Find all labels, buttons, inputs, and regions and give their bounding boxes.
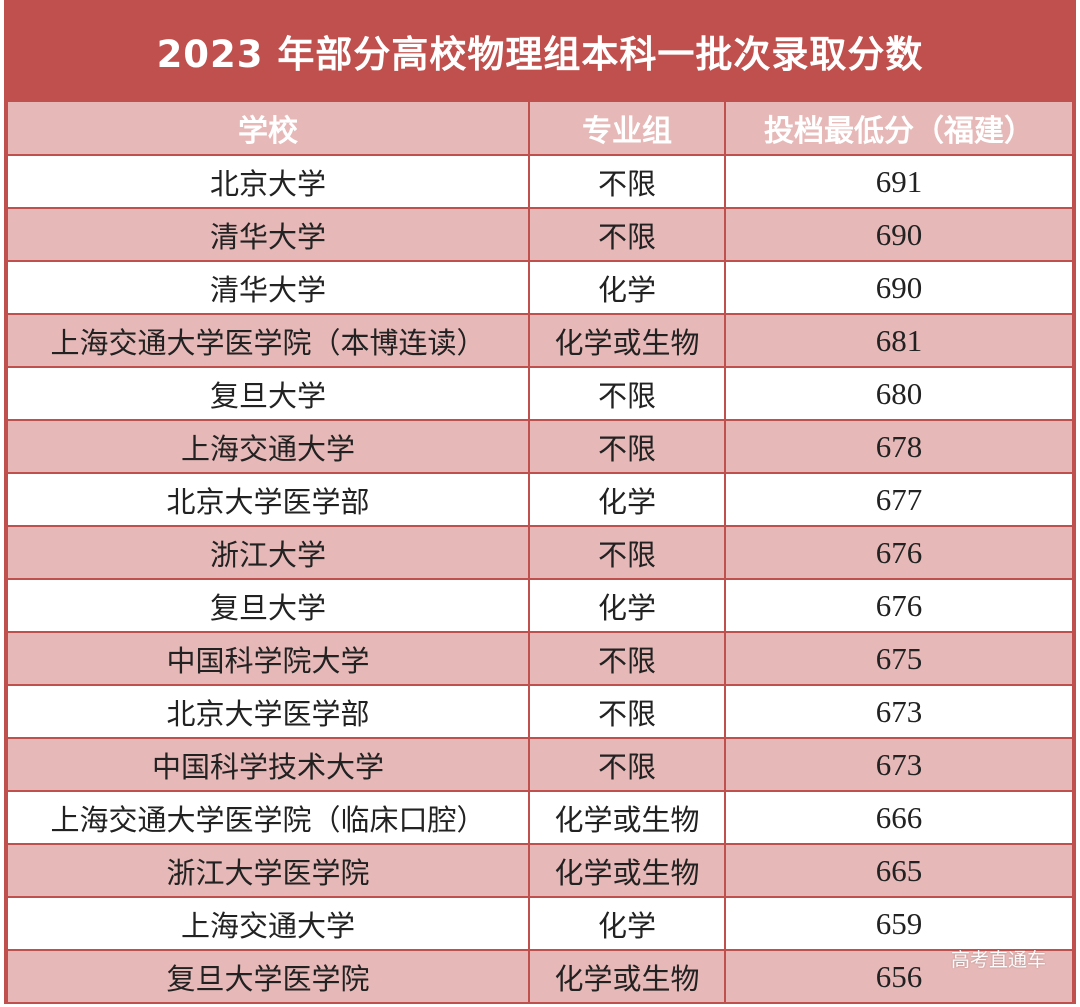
cell-school: 浙江大学医学院	[6, 843, 530, 898]
cell-min-score: 676	[724, 578, 1074, 633]
watermark: 高考直通车	[950, 949, 1046, 971]
cell-major-group: 化学或生物	[528, 313, 726, 368]
cell-school: 清华大学	[6, 207, 530, 262]
cell-min-score: 690	[724, 260, 1074, 315]
cell-min-score: 673	[724, 737, 1074, 792]
table-row: 清华大学 化学 690	[6, 260, 1074, 315]
table-row: 浙江大学 不限 676	[6, 525, 1074, 580]
cell-min-score: 691	[724, 154, 1074, 209]
table-row: 中国科学技术大学 不限 673	[6, 737, 1074, 792]
cell-school: 复旦大学	[6, 578, 530, 633]
table-row: 清华大学 不限 690	[6, 207, 1074, 262]
cell-school: 清华大学	[6, 260, 530, 315]
table-row: 复旦大学 不限 680	[6, 366, 1074, 421]
cell-major-group: 化学	[528, 578, 726, 633]
table-row: 上海交通大学 不限 678	[6, 419, 1074, 474]
header-major-group: 专业组	[528, 100, 726, 156]
cell-min-score: 666	[724, 790, 1074, 845]
cell-school: 中国科学技术大学	[6, 737, 530, 792]
cell-major-group: 化学或生物	[528, 843, 726, 898]
table-row: 中国科学院大学 不限 675	[6, 631, 1074, 686]
cell-min-score: 659	[724, 896, 1074, 951]
cell-major-group: 化学或生物	[528, 790, 726, 845]
cell-major-group: 不限	[528, 737, 726, 792]
cell-school: 北京大学	[6, 154, 530, 209]
cell-min-score: 676	[724, 525, 1074, 580]
cell-min-score: 677	[724, 472, 1074, 527]
table-row: 上海交通大学医学院（本博连读） 化学或生物 681	[6, 313, 1074, 368]
cell-min-score: 675	[724, 631, 1074, 686]
cell-major-group: 化学	[528, 472, 726, 527]
cell-min-score: 673	[724, 684, 1074, 739]
cell-min-score: 665	[724, 843, 1074, 898]
table-row: 浙江大学医学院 化学或生物 665	[6, 843, 1074, 898]
cell-school: 上海交通大学	[6, 896, 530, 951]
header-school: 学校	[6, 100, 530, 156]
cell-school: 上海交通大学	[6, 419, 530, 474]
title-bar: 2023 年部分高校物理组本科一批次录取分数	[6, 2, 1074, 100]
table-row: 复旦大学 化学 676	[6, 578, 1074, 633]
cell-school: 复旦大学医学院	[6, 949, 530, 1004]
table-row: 上海交通大学医学院（临床口腔） 化学或生物 666	[6, 790, 1074, 845]
table-row: 北京大学医学部 不限 673	[6, 684, 1074, 739]
cell-major-group: 不限	[528, 631, 726, 686]
cell-school: 中国科学院大学	[6, 631, 530, 686]
cell-min-score: 678	[724, 419, 1074, 474]
cell-school: 上海交通大学医学院（本博连读）	[6, 313, 530, 368]
cell-major-group: 化学或生物	[528, 949, 726, 1004]
cell-major-group: 不限	[528, 684, 726, 739]
cell-min-score: 680	[724, 366, 1074, 421]
header-row: 学校 专业组 投档最低分（福建）	[6, 100, 1074, 156]
cell-school: 浙江大学	[6, 525, 530, 580]
table-row: 复旦大学医学院 化学或生物 656	[6, 949, 1074, 1004]
table-row: 上海交通大学 化学 659	[6, 896, 1074, 951]
cell-min-score: 690	[724, 207, 1074, 262]
cell-min-score: 681	[724, 313, 1074, 368]
cell-school: 上海交通大学医学院（临床口腔）	[6, 790, 530, 845]
table-row: 北京大学 不限 691	[6, 154, 1074, 209]
table-title: 2023 年部分高校物理组本科一批次录取分数	[156, 33, 924, 76]
cell-school: 复旦大学	[6, 366, 530, 421]
admission-score-table: 学校 专业组 投档最低分（福建） 北京大学 不限 691 清华大学 不限 690 清华大学化…	[6, 100, 1074, 1004]
cell-school: 北京大学医学部	[6, 472, 530, 527]
cell-major-group: 化学	[528, 260, 726, 315]
cell-min-score: 656	[724, 949, 1074, 1004]
cell-major-group: 化学	[528, 896, 726, 951]
table-body: 北京大学 不限 691 清华大学 不限 690 清华大学 化学 690 上海交通大学医学院（本博连…	[6, 154, 1074, 1004]
cell-major-group: 不限	[528, 366, 726, 421]
cell-major-group: 不限	[528, 525, 726, 580]
cell-school: 北京大学医学部	[6, 684, 530, 739]
cell-major-group: 不限	[528, 419, 726, 474]
score-table-sheet: 2023 年部分高校物理组本科一批次录取分数 学校 专业组 投档最低分（福建） …	[4, 0, 1076, 1004]
table-row: 北京大学医学部 化学 677	[6, 472, 1074, 527]
cell-major-group: 不限	[528, 207, 726, 262]
header-min-score: 投档最低分（福建）	[724, 100, 1074, 156]
cell-major-group: 不限	[528, 154, 726, 209]
